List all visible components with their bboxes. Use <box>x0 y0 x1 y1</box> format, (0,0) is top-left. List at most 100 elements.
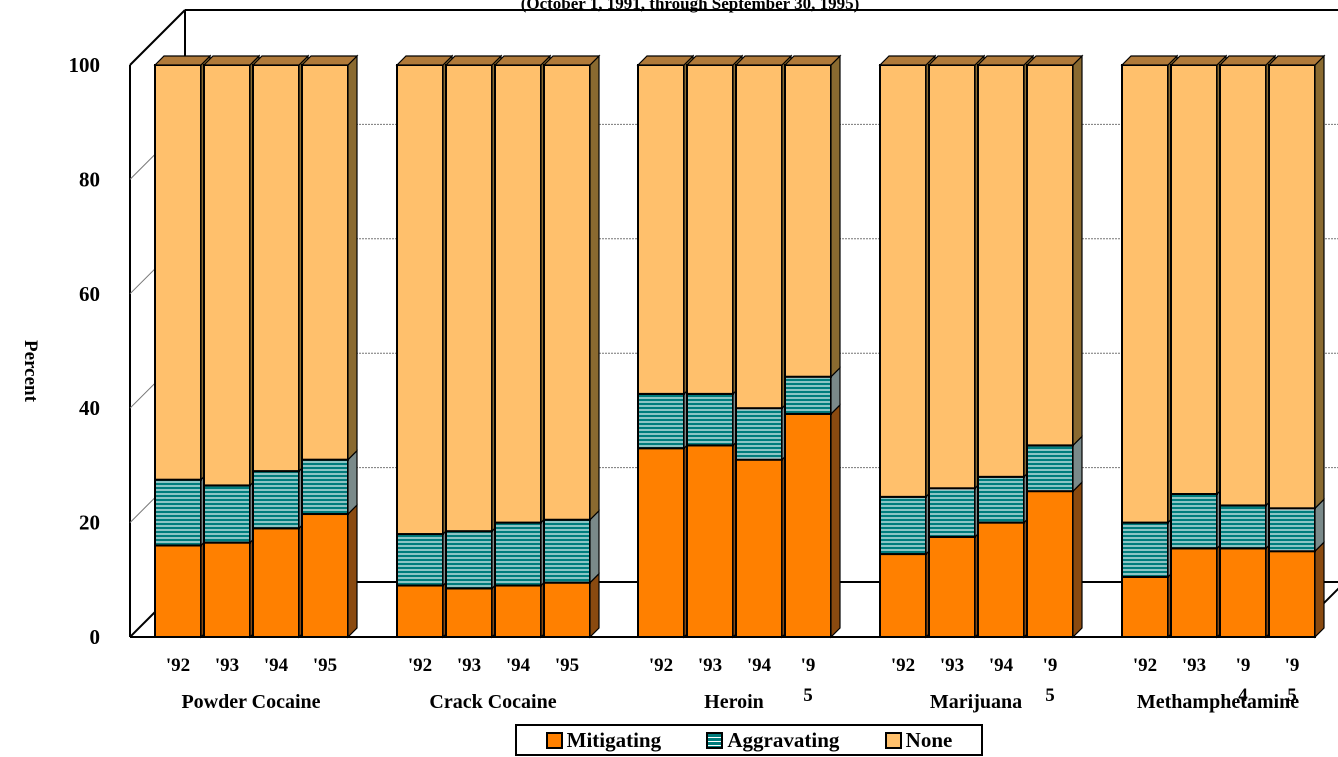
legend-label-mitigating: Mitigating <box>566 727 662 752</box>
bar-1-0-aggravating <box>396 533 444 587</box>
bar-2-1-mitigating <box>686 444 734 638</box>
bar-0-0-mitigating <box>154 544 202 638</box>
bar-0-1-none-top <box>202 55 261 66</box>
bar-1-2-none-top <box>493 55 552 66</box>
y-tick-label-80: 80 <box>79 167 100 191</box>
bar-1-1-none-top <box>444 55 503 66</box>
legend-swatch-aggravating <box>706 731 724 749</box>
y-tick-label-0: 0 <box>90 625 101 649</box>
legend: Mitigating Aggravating None <box>515 724 983 756</box>
bar-1-0-none <box>396 64 444 536</box>
bar-4-2-none-top <box>1218 55 1277 66</box>
bar-3-3-none-top <box>1025 55 1084 66</box>
bar-1-3-none-top <box>542 55 601 66</box>
x-group-label-0: Powder Cocaine <box>181 691 320 713</box>
bar-0-3-aggravating-side <box>347 449 358 516</box>
x-tick-label-1-2: '94 <box>506 655 531 676</box>
bar-4-2-mitigating <box>1219 547 1267 639</box>
bar-0-3-none-top <box>300 55 359 66</box>
x-group-label-4: Methamphetamine <box>1137 691 1299 713</box>
x-tick-label-0-1: '93 <box>215 655 239 676</box>
bar-1-3-none <box>543 64 591 521</box>
side-wall-top <box>129 9 186 66</box>
bar-2-2-none-top <box>734 55 793 66</box>
bar-4-1-none-top <box>1169 55 1228 66</box>
x-tick-label-0-3: '95 <box>313 655 337 676</box>
bar-3-0-aggravating <box>879 495 927 556</box>
bar-3-3-mitigating-side <box>1072 480 1083 639</box>
chart-subtitle: (October 1, 1991, through September 30, … <box>520 0 860 13</box>
bar-4-0-none-top <box>1120 55 1179 66</box>
bar-4-3-none-top <box>1267 55 1326 66</box>
bar-4-3-mitigating <box>1268 550 1316 639</box>
bar-4-3-none-side <box>1314 54 1325 510</box>
bar-0-2-mitigating <box>252 527 300 639</box>
bar-4-2-none <box>1219 64 1267 507</box>
bar-3-1-none <box>928 64 976 490</box>
bar-3-0-none-top <box>878 55 937 66</box>
bar-0-3-aggravating <box>301 458 349 516</box>
bar-2-3-mitigating <box>784 412 832 639</box>
x-tick-label-1-1: '93 <box>457 655 481 676</box>
bar-0-2-none <box>252 64 300 473</box>
bar-0-1-none <box>203 64 251 487</box>
legend-item-none: None <box>884 728 952 753</box>
bar-0-2-aggravating <box>252 470 300 530</box>
bar-2-3-none-top <box>783 55 842 66</box>
bar-1-3-mitigating <box>543 581 591 638</box>
bar-4-0-aggravating <box>1121 521 1169 578</box>
x-tick-label-1-3: '95 <box>555 655 579 676</box>
x-tick-label-2-3: '9 5 <box>801 655 816 706</box>
bar-1-0-none-top <box>395 55 454 66</box>
bar-2-1-none-top <box>685 55 744 66</box>
bar-3-1-none-top <box>927 55 986 66</box>
y-tick-label-60: 60 <box>79 282 100 306</box>
bar-2-0-none-top <box>636 55 695 66</box>
bar-0-0-aggravating <box>154 478 202 547</box>
bar-0-1-mitigating <box>203 541 251 638</box>
bar-3-0-none <box>879 64 927 498</box>
bar-2-1-none <box>686 64 734 395</box>
bar-3-2-aggravating <box>977 475 1025 524</box>
bar-2-3-none-side <box>830 54 841 379</box>
bar-4-3-none <box>1268 64 1316 510</box>
y-tick-label-40: 40 <box>79 396 100 420</box>
bar-2-3-none <box>784 64 832 378</box>
x-tick-label-0-2: '94 <box>264 655 289 676</box>
bar-2-3-aggravating <box>784 375 832 415</box>
bar-0-3-none <box>301 64 349 461</box>
bar-0-3-mitigating <box>301 513 349 639</box>
bar-3-3-mitigating <box>1026 490 1074 639</box>
bar-1-2-aggravating <box>494 521 542 587</box>
x-tick-label-0-0: '92 <box>166 655 190 676</box>
y-tick-label-100: 100 <box>69 53 101 77</box>
x-tick-label-2-1: '93 <box>698 655 722 676</box>
bar-1-0-mitigating <box>396 584 444 639</box>
legend-item-mitigating: Mitigating <box>545 727 662 753</box>
x-tick-label-4-0: '92 <box>1133 655 1157 676</box>
x-tick-label-3-3: '9 5 <box>1043 655 1058 706</box>
x-group-label-3: Marijuana <box>930 691 1022 713</box>
bar-3-3-none-side <box>1072 54 1083 447</box>
y-tick-label-20: 20 <box>79 511 100 535</box>
y-axis-label: Percent <box>20 340 41 402</box>
bar-0-3-none-side <box>347 54 358 462</box>
x-tick-label-4-2: '9 4 <box>1236 655 1251 706</box>
x-tick-label-4-3: '9 5 <box>1285 655 1300 706</box>
bar-3-2-none-top <box>976 55 1035 66</box>
bar-3-0-mitigating <box>879 553 927 638</box>
bar-0-1-aggravating <box>203 484 251 544</box>
bar-2-2-none <box>735 64 783 410</box>
bar-2-2-mitigating <box>735 458 783 638</box>
bar-2-2-aggravating <box>735 407 783 461</box>
legend-swatch-mitigating <box>545 731 563 749</box>
bar-1-1-mitigating <box>445 587 493 639</box>
bar-2-0-aggravating <box>637 392 685 450</box>
legend-item-aggravating: Aggravating <box>706 728 839 753</box>
bar-0-2-none-top <box>251 55 310 66</box>
x-group-label-1: Crack Cocaine <box>429 691 556 713</box>
legend-label-aggravating: Aggravating <box>727 727 840 752</box>
bar-4-3-mitigating-side <box>1314 540 1325 639</box>
